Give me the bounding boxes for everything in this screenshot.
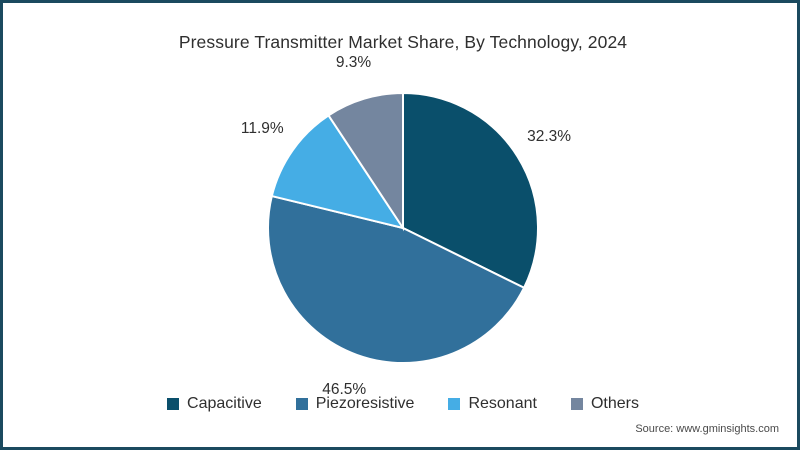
pie-slice-value-label: 32.3%: [527, 128, 572, 146]
pie-slice-value-label: 11.9%: [240, 120, 284, 138]
legend-item[interactable]: Others: [570, 395, 639, 413]
legend-item-label: Others: [590, 395, 639, 412]
legend-item[interactable]: Resonant: [448, 395, 537, 413]
pie-slice-group: [267, 91, 539, 364]
pie-slice[interactable]: [270, 114, 406, 230]
legend-item[interactable]: Capacitive: [167, 395, 262, 413]
source-attribution: Source: www.gminsights.com: [635, 423, 779, 435]
pie-slice[interactable]: [402, 91, 539, 290]
pie-slice-value-label: 9.3%: [335, 54, 372, 72]
legend-item-label: Resonant: [468, 395, 537, 412]
pie-chart-svg: [267, 91, 539, 364]
chart-legend: Capacitive Piezoresistive Resonant Others: [3, 395, 797, 413]
pie-slice-value-label: 46.5%: [322, 380, 367, 398]
legend-item-label: Capacitive: [187, 395, 262, 412]
legend-swatch-icon: [167, 398, 180, 410]
legend-swatch-icon: [295, 398, 308, 410]
legend-item[interactable]: Piezoresistive: [295, 395, 415, 413]
legend-item-label: Piezoresistive: [315, 395, 415, 412]
pie-slice[interactable]: [267, 194, 526, 364]
legend-swatch-icon: [448, 398, 461, 410]
legend-swatch-icon: [570, 398, 583, 410]
chart-title: Pressure Transmitter Market Share, By Te…: [178, 32, 628, 52]
pie-chart: 32.3% 46.5% 11.9% 9.3%: [3, 3, 797, 447]
pie-slice[interactable]: [327, 91, 404, 232]
